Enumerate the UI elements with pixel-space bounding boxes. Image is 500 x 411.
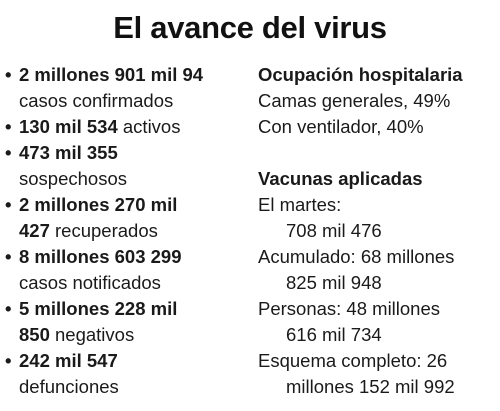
hospital-ventilator: Con ventilador, 40%	[258, 116, 424, 137]
vaccines-tuesday-label: El martes:	[258, 194, 342, 215]
list-item: • 2 millones 901 mil 94	[5, 62, 250, 88]
stat-value: 242 mil 547	[19, 350, 118, 371]
list-item: • 130 mil 534 activos	[5, 114, 250, 140]
vaccines-accum-label: Acumulado: 68 millones	[258, 246, 455, 267]
bullet-icon: •	[5, 350, 12, 371]
stat-value: 5 millones 228 mil	[19, 298, 178, 319]
list-item: • 242 mil 547	[5, 348, 250, 374]
stat-label-text: defunciones	[19, 376, 119, 397]
stat-label-text: sospechosos	[19, 168, 127, 189]
bullet-icon: •	[5, 142, 12, 163]
stat-label-text: casos confirmados	[19, 90, 174, 111]
vaccines-people-label: Personas: 48 millones	[258, 298, 441, 319]
bullet-icon: •	[5, 246, 12, 267]
stat-label: 427 recuperados	[5, 218, 250, 244]
hospital-general: Camas generales, 49%	[258, 90, 451, 111]
bullet-icon: •	[5, 194, 12, 215]
list-item: • 8 millones 603 299	[5, 244, 250, 270]
stat-label: casos confirmados	[5, 88, 250, 114]
stat-value-cont: 427	[19, 220, 50, 241]
list-item: • 473 mil 355	[5, 140, 250, 166]
hospital-heading: Ocupación hospitalaria	[258, 64, 463, 85]
bullet-icon: •	[5, 298, 12, 319]
stat-value: 8 millones 603 299	[19, 246, 182, 267]
bullet-icon: •	[5, 116, 12, 137]
stat-label-text: activos	[117, 116, 181, 137]
stats-column: • 2 millones 901 mil 94 casos confirmados…	[5, 62, 250, 400]
vaccines-accum-value: 825 mil 948	[286, 272, 382, 293]
details-column: Ocupación hospitalaria Camas generales, …	[258, 62, 500, 400]
vaccines-complete-label: Esquema completo: 26	[258, 350, 448, 371]
stat-label: defunciones	[5, 374, 250, 400]
vaccines-tuesday-value: 708 mil 476	[286, 220, 382, 241]
bullet-icon: •	[5, 64, 12, 85]
spacer	[258, 140, 500, 166]
stat-label: sospechosos	[5, 166, 250, 192]
stat-value: 130 mil 534	[19, 116, 118, 137]
vaccines-heading: Vacunas aplicadas	[258, 168, 423, 189]
stat-label-text: recuperados	[49, 220, 158, 241]
list-item: • 5 millones 228 mil	[5, 296, 250, 322]
page-title: El avance del virus	[113, 10, 387, 45]
vaccines-complete-value: millones 152 mil 992	[286, 376, 455, 397]
stat-value: 473 mil 355	[19, 142, 118, 163]
stat-value-cont: 850	[19, 324, 50, 345]
stat-label-text: casos notificados	[19, 272, 161, 293]
stat-value: 2 millones 270 mil	[19, 194, 178, 215]
stat-label: 850 negativos	[5, 322, 250, 348]
stat-value: 2 millones 901 mil 94	[19, 64, 204, 85]
list-item: • 2 millones 270 mil	[5, 192, 250, 218]
stat-label-text: negativos	[49, 324, 135, 345]
vaccines-people-value: 616 mil 734	[286, 324, 382, 345]
stat-label: casos notificados	[5, 270, 250, 296]
